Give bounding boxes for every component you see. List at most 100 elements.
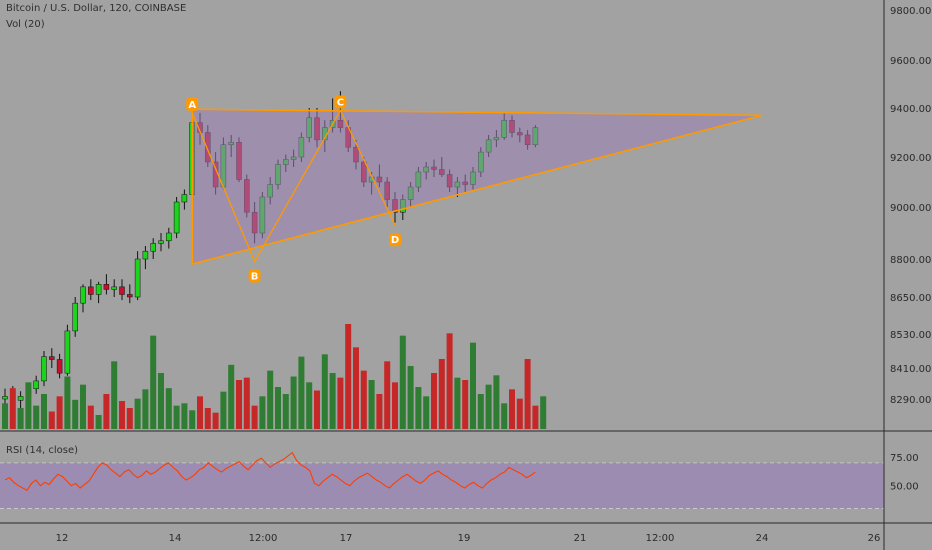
candle[interactable] [88,279,94,301]
rsi-legend[interactable]: RSI (14, close) [6,445,79,456]
volume-bar [243,377,250,429]
rsi-pane[interactable] [0,451,884,509]
candle[interactable] [127,284,133,304]
candle[interactable] [64,324,71,376]
pattern-label-b[interactable]: B [248,269,261,283]
volume-bar [41,394,47,429]
price-tick-label: 8650.00 [890,293,931,304]
volume-bar [72,399,79,429]
rsi-line[interactable] [4,451,536,492]
candle-body [103,284,110,290]
volume-bar [423,396,430,429]
triangle-upper-line[interactable] [192,108,762,117]
price-tick-label: 9200.00 [890,153,931,164]
candle[interactable] [72,297,78,337]
volume-bar [477,394,484,429]
rsi-tick-label: 50.00 [890,482,919,493]
volume-bar [251,405,258,429]
volume-bar [56,396,63,429]
volume-bar [532,405,539,429]
volume-bar [64,376,71,429]
volume-bar [134,398,141,429]
candle[interactable] [142,246,149,270]
candle[interactable] [134,251,141,301]
candle-body [119,286,125,295]
volume-bar [25,382,32,429]
candle[interactable] [41,351,47,387]
pattern-label-a[interactable]: A [186,97,199,111]
pattern-label-bg [248,269,261,283]
candle[interactable] [33,375,39,394]
time-tick-label: 17 [340,533,353,544]
triangle-lower-line[interactable] [191,114,762,265]
price-tick-label: 8290.00 [890,395,931,406]
volume-bar [111,361,118,429]
volume-bar [485,384,492,429]
pattern-label-d[interactable]: D [389,233,401,247]
time-tick-label: 12 [56,533,69,544]
volume-bar [158,373,164,429]
volume-bar [438,359,445,429]
volume-bar [48,411,55,429]
abcd-zigzag[interactable] [191,109,396,264]
candle[interactable] [17,391,24,410]
price-tick-label: 9000.00 [890,203,931,214]
volume-bar [306,382,313,429]
volume-bar [321,354,328,429]
volume-bar [17,408,24,429]
volume-bar [220,391,227,429]
candle[interactable] [150,238,156,259]
candle[interactable] [103,274,110,295]
volume-bar [493,375,500,429]
candle[interactable] [166,227,172,249]
candle[interactable] [158,233,164,252]
volume-bar [462,380,469,429]
pattern-label-bg [389,233,401,247]
rsi-tick-label: 75.00 [890,453,919,464]
volume-bar [142,389,149,429]
candle[interactable] [49,348,55,368]
candle-body [41,356,47,382]
candle-body [64,330,71,374]
candle[interactable] [111,279,117,297]
time-axis[interactable]: 12 14 12:00 17 19 21 12:00 24 26 [56,533,881,544]
pattern-label-text: B [251,272,259,283]
price-tick-label: 9400.00 [890,104,931,115]
candle-body [88,286,94,295]
volume-legend[interactable]: Vol (20) [6,19,45,30]
candle[interactable] [80,284,86,313]
candle-body [150,243,156,252]
volume-bar [376,394,383,429]
volume-bar [236,380,242,429]
symbol-legend[interactable]: Bitcoin / U.S. Dollar, 120, COINBASE [6,3,187,14]
price-tick-label: 8800.00 [890,255,931,266]
volume-bar [126,408,133,429]
triangle-pattern[interactable]: A B C D [186,95,762,283]
candle[interactable] [181,189,188,210]
price-tick-label: 8410.00 [890,364,931,375]
volume-bar [314,390,320,429]
volume-bar [470,342,476,429]
volume-bar [524,359,531,429]
candle-body [80,286,86,304]
candle-body [166,232,172,242]
candle-body [33,380,39,389]
volume-bar [368,380,375,429]
pattern-label-c[interactable]: C [334,95,347,109]
volume-bar [33,405,40,429]
candle-body [173,201,180,234]
volume-bar [337,377,344,429]
candle[interactable] [119,279,125,301]
volume-bar [392,382,398,429]
volume-bar [189,410,196,429]
volume-bar [87,405,94,429]
candle[interactable] [56,353,63,379]
triangle-fill [192,109,762,265]
pattern-label-text: C [337,97,344,108]
candle[interactable] [95,281,102,304]
price-axis[interactable]: 9800.00 9600.00 9400.00 9200.00 9000.00 8800.… [890,6,931,493]
pattern-label-bg [186,97,199,111]
candle[interactable] [173,197,180,239]
volume-bar [345,324,352,429]
price-tick-label: 8530.00 [890,330,931,341]
